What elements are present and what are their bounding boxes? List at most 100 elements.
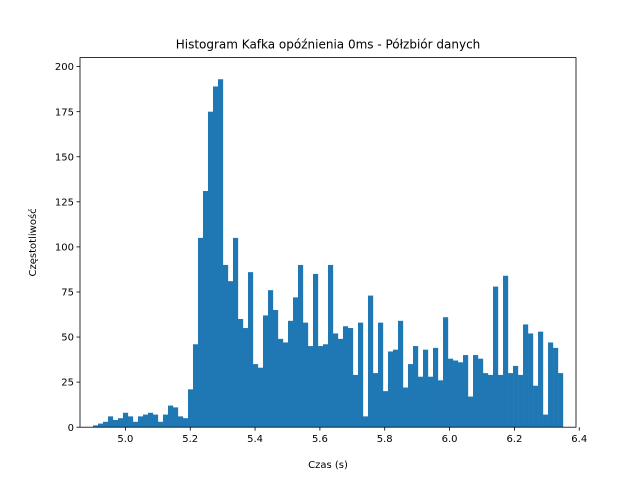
histogram-bar	[428, 376, 434, 428]
histogram-bar	[458, 362, 464, 428]
y-axis-title: Częstotliwość	[27, 208, 39, 276]
x-tick-label: 6.2	[506, 434, 522, 445]
histogram-bar	[147, 412, 154, 428]
histogram-bar	[202, 191, 209, 428]
histogram-bar	[252, 364, 259, 428]
histogram-bar	[533, 385, 539, 428]
histogram-bar	[543, 414, 549, 428]
histogram-bar	[207, 111, 214, 428]
histogram-bar	[237, 319, 244, 428]
histogram-bar	[197, 237, 204, 428]
histogram-bar	[353, 374, 359, 428]
histogram-bar	[182, 418, 189, 428]
histogram-bar	[217, 79, 224, 428]
histogram-bar	[152, 414, 159, 428]
histogram-bar	[423, 349, 429, 428]
histogram-bar	[413, 346, 419, 428]
histogram-bar	[498, 374, 504, 428]
histogram-bar	[232, 237, 239, 428]
histogram-bars	[92, 79, 564, 428]
histogram-bar	[323, 344, 329, 428]
histogram-bar	[473, 355, 479, 428]
histogram-bar	[558, 373, 564, 428]
x-tick-label: 6.4	[571, 434, 587, 445]
histogram-bar	[448, 358, 454, 428]
x-axis: 5.0 5.2 5.4 5.6 5.8 6.0 6.2 6.4	[117, 427, 587, 445]
histogram-bar	[538, 331, 544, 428]
histogram-bar	[513, 365, 519, 428]
histogram-bar	[293, 297, 299, 428]
histogram-bar	[493, 286, 499, 428]
histogram-bar	[438, 380, 444, 428]
histogram-bar	[363, 416, 369, 428]
histogram-bar	[187, 389, 194, 428]
histogram-bar	[262, 315, 269, 428]
histogram-bar	[483, 373, 489, 428]
chart-title: Histogram Kafka opóźnienia 0ms - Półzbió…	[176, 38, 481, 52]
histogram-bar	[112, 419, 119, 428]
histogram-bar	[398, 320, 404, 428]
histogram-bar	[548, 342, 554, 428]
x-tick-label: 5.6	[312, 434, 328, 445]
histogram-bar	[117, 418, 124, 428]
histogram-bar	[433, 347, 439, 428]
histogram-bar	[383, 391, 389, 428]
y-tick-label: 125	[55, 197, 74, 208]
histogram-bar	[388, 351, 394, 428]
y-tick-label: 150	[55, 152, 74, 163]
histogram-bar	[122, 412, 129, 428]
histogram-bar	[142, 414, 149, 428]
histogram-bar	[172, 407, 179, 428]
y-axis: 0 25 50 75 100 125 150 175 200	[55, 62, 80, 434]
histogram-bar	[132, 421, 139, 428]
histogram-bar	[488, 374, 494, 428]
histogram-bar	[157, 421, 164, 428]
y-tick-label: 75	[61, 288, 74, 299]
histogram-bar	[443, 317, 449, 428]
histogram-bar	[478, 358, 484, 428]
histogram-bar	[328, 264, 334, 428]
histogram-bar	[257, 367, 264, 428]
y-tick-label: 175	[55, 107, 74, 118]
histogram-bar	[378, 322, 384, 428]
histogram-bar	[298, 264, 304, 428]
y-tick-label: 200	[55, 62, 74, 73]
histogram-bar	[227, 281, 234, 428]
histogram-bar	[408, 364, 414, 428]
histogram-bar	[418, 376, 424, 428]
histogram-bar	[167, 405, 174, 428]
histogram-bar	[92, 425, 99, 428]
histogram-bar	[137, 416, 144, 428]
histogram-bar	[107, 416, 114, 428]
histogram-bar	[318, 346, 324, 428]
histogram-bar	[127, 416, 134, 428]
histogram-bar	[358, 322, 364, 428]
y-tick-label: 25	[61, 378, 74, 389]
y-tick-label: 50	[61, 333, 74, 344]
histogram-bar	[528, 333, 534, 428]
histogram-bar	[508, 373, 514, 428]
histogram-bar	[162, 414, 169, 428]
histogram-bar	[212, 86, 219, 428]
x-axis-title: Czas (s)	[308, 460, 348, 471]
histogram-bar	[463, 355, 469, 428]
histogram-bar	[313, 273, 319, 428]
y-tick-label: 0	[68, 423, 74, 434]
histogram-bar	[177, 416, 184, 428]
histogram-bar	[553, 347, 559, 428]
x-tick-label: 6.0	[442, 434, 458, 445]
x-tick-label: 5.8	[377, 434, 393, 445]
x-tick-label: 5.2	[182, 434, 198, 445]
histogram-bar	[277, 338, 284, 428]
histogram-bar	[348, 328, 354, 428]
histogram-bar	[97, 423, 104, 428]
histogram-bar	[247, 272, 254, 428]
x-tick-label: 5.4	[247, 434, 263, 445]
histogram-bar	[373, 373, 379, 428]
histogram-bar	[267, 290, 274, 428]
histogram-bar	[272, 310, 279, 428]
plot-frame	[79, 57, 577, 428]
histogram-bar	[282, 342, 289, 428]
histogram-bar	[102, 421, 109, 428]
